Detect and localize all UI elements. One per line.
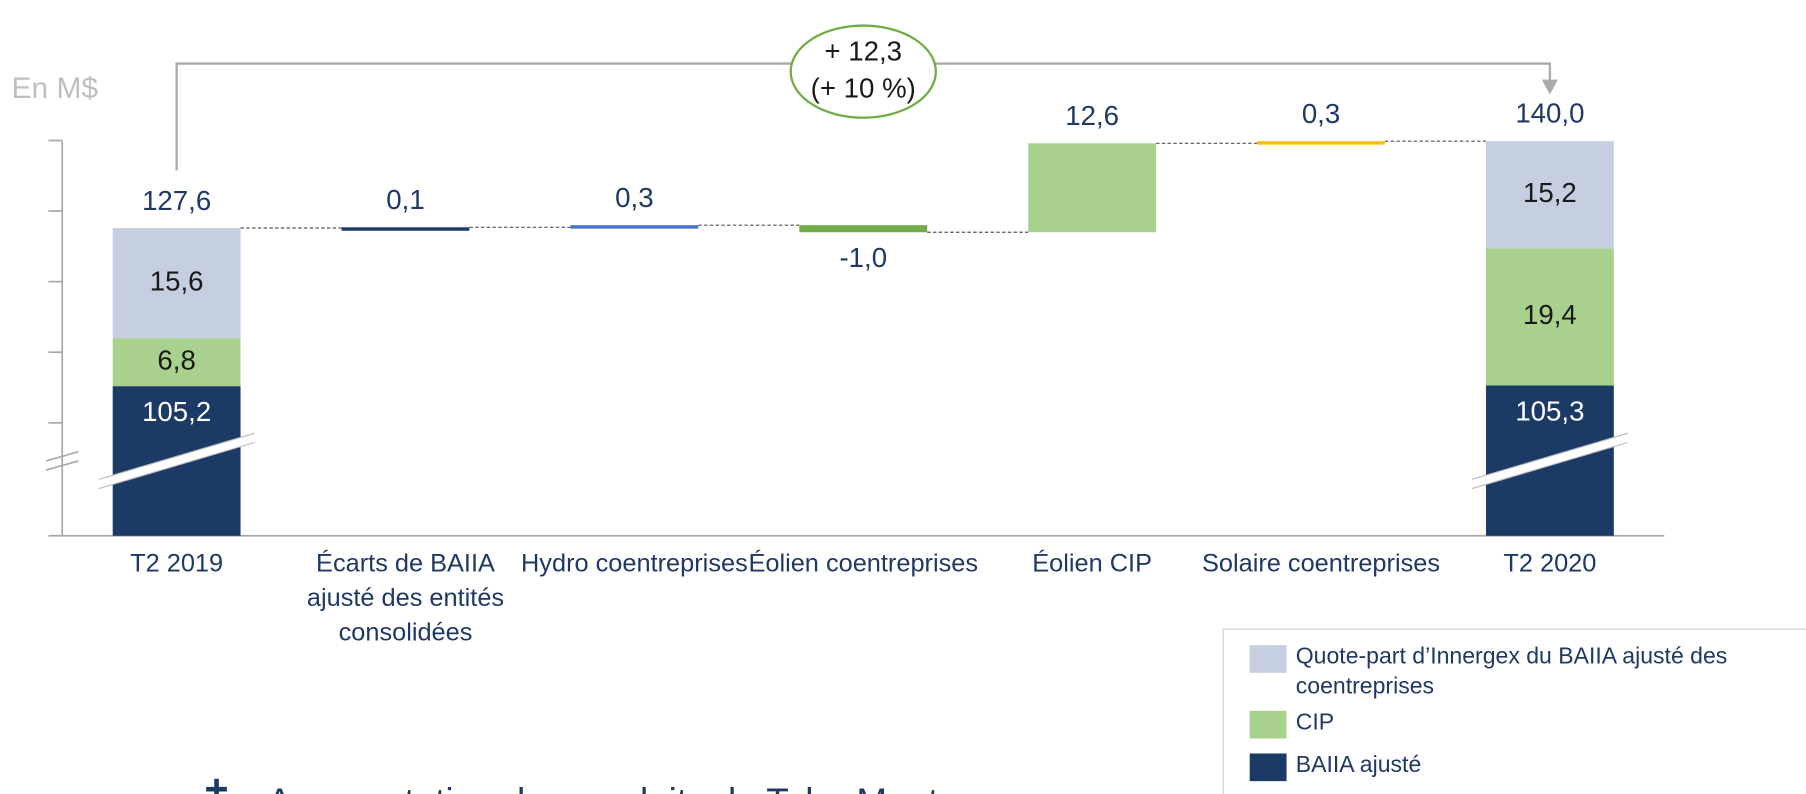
segment-label: 15,2 [1523, 177, 1577, 208]
legend-label-box: CIP [1295, 709, 1335, 736]
annotation-text: (+ 10 %) [811, 72, 916, 103]
legend-label: CIP [1295, 709, 1335, 736]
bullet-text: Augmentation des produits de Toba Montro… [267, 781, 1010, 794]
x-tick-label: Écarts de BAIIA ajusté des entités conso… [306, 548, 505, 647]
x-tick-label: T2 2020 [1503, 548, 1597, 578]
x-tick-label-box: T2 2019 [130, 548, 224, 578]
delta-bar [799, 225, 928, 233]
bar-segment [1485, 141, 1614, 249]
x-tick-label: Hydro coentreprises [521, 548, 748, 578]
unit-label: En M$ [12, 72, 99, 105]
delta-bar [1257, 141, 1385, 145]
x-tick-label-box: Solaire coentreprises [1201, 548, 1441, 578]
delta-label: 0,3 [1302, 98, 1340, 129]
legend-swatch [1249, 710, 1287, 739]
legend-label: Quote-part d’Innergex du BAIIA ajusté de… [1295, 644, 1728, 700]
delta-label: 12,6 [1065, 100, 1119, 131]
legend-box [1222, 628, 1806, 794]
delta-bar [570, 225, 699, 229]
break-band [97, 433, 256, 489]
delta-bar [341, 227, 470, 231]
bar-segment [112, 338, 241, 387]
legend-label-box: BAIIA ajusté [1295, 752, 1422, 778]
annotation-text: + 12,3 [824, 35, 902, 66]
total-label: 140,0 [1515, 97, 1584, 128]
total-label: 127,6 [142, 185, 211, 216]
break-edge [1471, 441, 1628, 490]
delta-label: -1,0 [839, 242, 887, 273]
axis-break [45, 460, 79, 471]
break-band [1470, 433, 1629, 489]
x-tick-label-box: T2 2020 [1503, 548, 1597, 578]
delta-label: 0,3 [615, 182, 653, 213]
segment-label: 15,6 [150, 265, 204, 296]
legend-swatch [1249, 753, 1287, 782]
x-tick-label-box: Éolien CIP [1032, 548, 1152, 578]
bracket-arrow [1541, 79, 1558, 95]
x-tick-label: Solaire coentreprises [1201, 548, 1441, 578]
x-tick-label-box: Éolien coentreprises [748, 548, 979, 578]
x-tick-label: Éolien coentreprises [748, 548, 979, 578]
segment-label: 105,2 [142, 396, 211, 427]
break-edge [1471, 432, 1628, 480]
segment-label: 6,8 [157, 344, 195, 375]
axis-break [45, 450, 79, 462]
annotation-ellipse [789, 24, 937, 119]
x-tick-label: Éolien CIP [1032, 548, 1152, 578]
bar-segment [1485, 248, 1614, 386]
segment-label: 105,3 [1515, 395, 1584, 426]
break-edge [98, 441, 255, 490]
break-edge [98, 432, 255, 480]
delta-bar [1028, 143, 1157, 233]
x-tick-label-box: Hydro coentreprises [521, 548, 748, 578]
legend-swatch [1249, 645, 1287, 673]
x-tick-label-box: Écarts de BAIIA ajusté des entités conso… [306, 548, 505, 647]
legend-label: BAIIA ajusté [1295, 752, 1422, 778]
legend-label-box: Quote-part d’Innergex du BAIIA ajusté de… [1295, 644, 1728, 700]
delta-label: 0,1 [386, 184, 424, 215]
bullet-icon [206, 786, 227, 792]
bullet-icon [214, 778, 219, 794]
x-tick-label: T2 2019 [130, 548, 224, 578]
bar-segment [112, 228, 241, 339]
segment-label: 19,4 [1523, 299, 1577, 330]
